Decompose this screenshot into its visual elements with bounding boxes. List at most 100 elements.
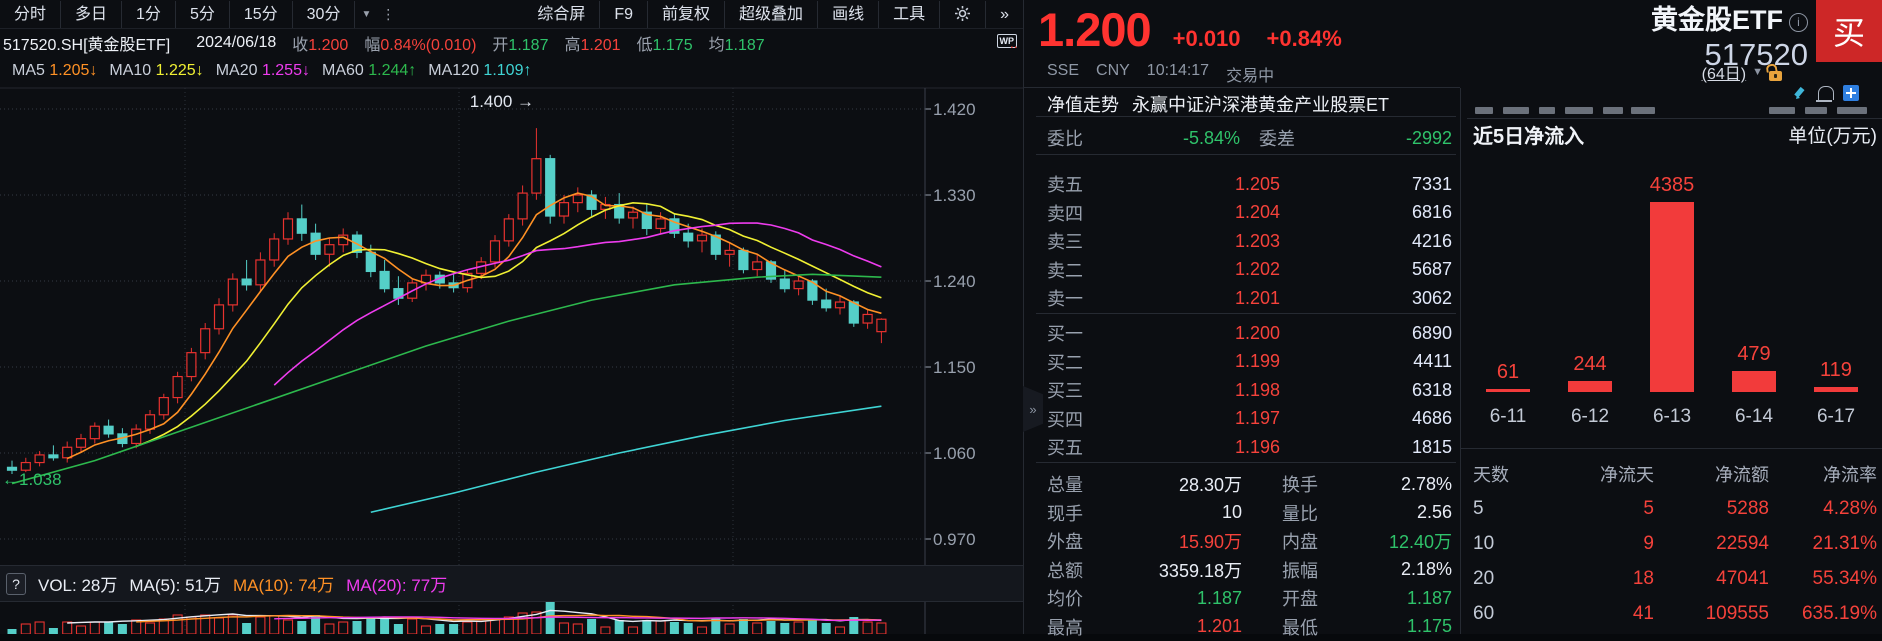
toolbar-dropdown-icon[interactable]: ▼ <box>361 8 372 20</box>
flow-table-header: 天数 净流天 净流额 净流率 <box>1473 456 1877 491</box>
bid-row-4[interactable]: 买五 1.196 1815 <box>1047 433 1452 461</box>
ask-row-3[interactable]: 卖二 1.202 5687 <box>1047 256 1452 284</box>
quote-header: 1.200 +0.010 +0.84% <box>1038 2 1342 57</box>
flow-table-row-0: 5 5 5288 4.28% <box>1473 491 1877 526</box>
depth-price: 1.203 <box>1234 230 1280 251</box>
stat-label: 均价 <box>1047 589 1083 609</box>
period-selector[interactable]: (64日) ▼ <box>1702 60 1782 84</box>
info-icon[interactable]: i <box>1789 13 1808 33</box>
add-icon[interactable] <box>1843 85 1859 101</box>
bid-row-2[interactable]: 买三 1.198 6318 <box>1047 376 1452 404</box>
flow-bar-6-12: 244 <box>1549 150 1631 392</box>
ma-value: 1.109↑ <box>483 62 532 79</box>
tab-period-2[interactable]: 1分 <box>122 0 176 28</box>
ma-label: MA120 <box>428 62 484 79</box>
price-field-3: 高1.201 <box>564 31 620 55</box>
flow-days: 5 <box>1473 497 1484 519</box>
stat-label: 总额 <box>1047 560 1083 581</box>
unlocked-lock-icon[interactable] <box>1769 70 1782 81</box>
instrument-code: 517520 <box>1704 36 1808 72</box>
flow-date-label: 6-12 <box>1570 406 1610 427</box>
flow-bar-6-14: 479 <box>1713 150 1795 392</box>
flow-days: 10 <box>1473 532 1495 554</box>
stat-value: 10 <box>1221 502 1242 522</box>
price-field-value: 0.84%(0.010) <box>380 37 477 54</box>
ask-row-4[interactable]: 卖一 1.201 3062 <box>1047 284 1452 312</box>
price-field-label: 均 <box>708 37 725 54</box>
gear-icon[interactable] <box>940 0 987 28</box>
toolbar-item-1[interactable]: F9 <box>600 0 649 28</box>
depth-volume: 4686 <box>1411 408 1452 428</box>
depth-label: 买三 <box>1047 381 1083 401</box>
price-field-1: 幅0.84%(0.010) <box>364 31 476 55</box>
ma-value: 1.225↓ <box>155 62 204 79</box>
bid-row-0[interactable]: 买一 1.200 6890 <box>1047 319 1452 347</box>
candlestick-chart[interactable]: 1.420 1.330 1.240 1.150 1.060 0.970 <box>0 84 1023 635</box>
tab-period-5[interactable]: 30分 <box>293 0 356 28</box>
svg-text:1.060: 1.060 <box>933 444 976 463</box>
depth-volume: 7331 <box>1411 173 1452 194</box>
flow-table: 天数 净流天 净流额 净流率 5 5 5288 4.28% 10 9 22594 21.31% 20 18… <box>1473 456 1877 631</box>
ma-legend-MA120: MA120 1.109↑ <box>428 62 531 80</box>
svg-text:0.970: 0.970 <box>933 530 976 549</box>
flow-bar-rect <box>1568 381 1612 392</box>
toolbar-item-4[interactable]: 画线 <box>818 0 880 28</box>
stats-row-5: 最高 1.201 最低 1.175 <box>1047 613 1452 641</box>
flow-days: 20 <box>1473 567 1495 589</box>
price-field-value: 1.187 <box>724 37 765 54</box>
toolbar-item-3[interactable]: 超级叠加 <box>725 0 819 28</box>
bell-icon[interactable] <box>1816 86 1834 102</box>
tab-period-3[interactable]: 5分 <box>176 0 230 28</box>
flow-table-row-1: 10 9 22594 21.31% <box>1473 526 1877 561</box>
stat-label: 开盘 <box>1282 589 1318 609</box>
wp-monitor-icon[interactable]: WP.. <box>996 34 1017 51</box>
price-change: +0.010 <box>1172 26 1241 51</box>
ma-legend-MA60: MA60 1.244↑ <box>322 62 416 80</box>
stat-label: 最高 <box>1047 617 1083 638</box>
tab-period-0[interactable]: 分时 <box>0 0 62 28</box>
depth-volume: 6816 <box>1411 202 1452 222</box>
depth-price: 1.198 <box>1234 379 1280 400</box>
volume-ma-values: VOL: 28万 MA(5): 51万 MA(10): 74万 MA(20): 77万 <box>26 571 447 596</box>
depth-volume: 5687 <box>1411 259 1452 279</box>
depth-price: 1.204 <box>1234 202 1280 222</box>
exchange-label: SSE <box>1047 62 1080 79</box>
flow-bar-value: 4385 <box>1649 174 1695 196</box>
more-icon[interactable]: » <box>1000 5 1009 23</box>
help-icon[interactable]: ? <box>6 572 26 595</box>
ma-value: 1.205↓ <box>49 62 98 79</box>
stat-value: 28.30万 <box>1178 475 1242 495</box>
nav-fund-row[interactable]: 净值走势 永赢中证沪深港黄金产业股票ET <box>1047 90 1452 118</box>
tab-period-1[interactable]: 多日 <box>61 0 123 28</box>
ask-row-2[interactable]: 卖三 1.203 4216 <box>1047 227 1452 255</box>
flow-panel-title: 近5日净流入 <box>1473 126 1585 148</box>
flow-col-header: 净流率 <box>1823 464 1877 485</box>
flow-bar-rect <box>1486 389 1530 392</box>
fund-flow-panel: 近5日净流入 单位(万元) 61 244 4385 479 119 6-11 6-12 6-… <box>1460 88 1882 634</box>
toolbar-item-5[interactable]: 工具 <box>879 0 941 28</box>
depth-label: 卖一 <box>1047 289 1083 309</box>
bid-row-1[interactable]: 买二 1.199 4411 <box>1047 348 1452 376</box>
period-label[interactable]: (64日) <box>1701 66 1747 83</box>
toolbar-item-0[interactable]: 综合屏 <box>523 0 601 28</box>
ask-row-0[interactable]: 卖五 1.205 7331 <box>1047 170 1452 198</box>
pencil-icon[interactable] <box>1794 86 1809 101</box>
symbol-info-bar: 517520.SH[黄金股ETF] 2024/06/18 收1.200 幅0.84… <box>0 28 1023 58</box>
buy-button[interactable]: 买 <box>1816 0 1882 62</box>
price-field-label: 低 <box>636 37 653 54</box>
annotation-high-price: 1.400 → <box>469 92 534 111</box>
stat-value: 15.90万 <box>1178 532 1242 552</box>
ma-label: MA60 <box>321 62 369 79</box>
quote-divider <box>1024 87 1460 88</box>
flow-col-header: 天数 <box>1473 464 1509 485</box>
bid-row-3[interactable]: 买四 1.197 4686 <box>1047 405 1452 433</box>
panel-collapse-handle[interactable]: » <box>1023 386 1043 432</box>
chevron-down-icon[interactable]: ▼ <box>1752 66 1763 78</box>
toolbar-item-2[interactable]: 前复权 <box>648 0 726 28</box>
depth-price: 1.196 <box>1234 436 1280 457</box>
flow-rate: 635.19% <box>1801 602 1877 624</box>
tab-period-4[interactable]: 15分 <box>230 0 293 28</box>
toolbar-dots-icon[interactable]: ⋮ <box>381 5 397 22</box>
ask-row-1[interactable]: 卖四 1.204 6816 <box>1047 199 1452 227</box>
